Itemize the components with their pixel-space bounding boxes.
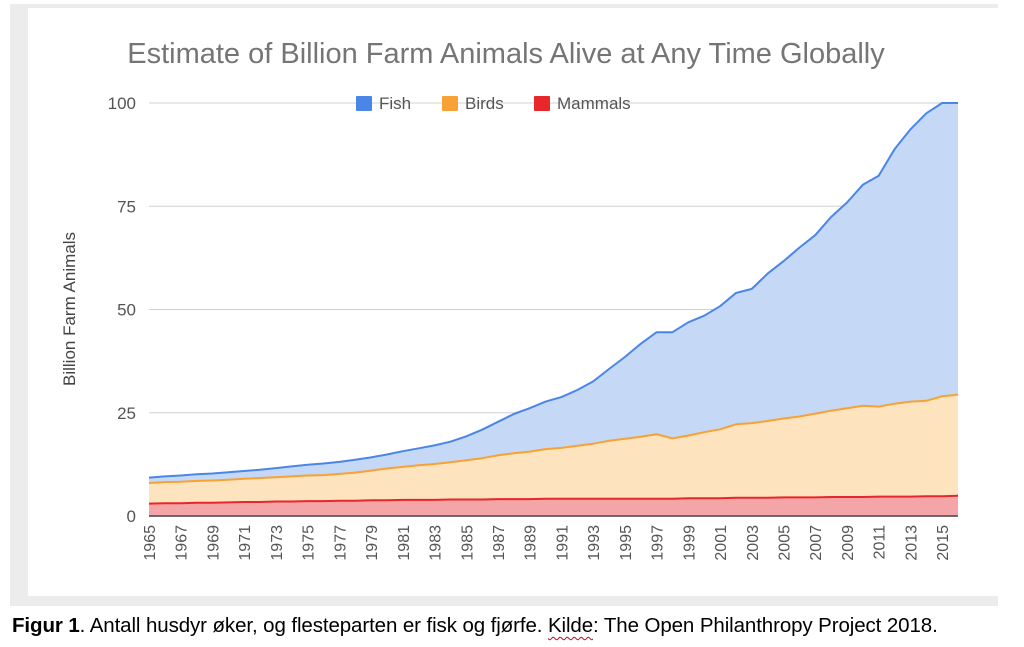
figure-caption: Figur 1. Antall husdyr øker, og flestepa… bbox=[12, 614, 938, 638]
x-tick-label-1981: 1981 bbox=[396, 525, 413, 561]
x-tick-label-1969: 1969 bbox=[205, 525, 222, 561]
legend-label-birds: Birds bbox=[465, 94, 504, 113]
legend-swatch-fish bbox=[356, 96, 372, 111]
y-tick-label-50: 50 bbox=[117, 301, 136, 320]
y-tick-label-0: 0 bbox=[127, 507, 136, 526]
x-tick-label-2015: 2015 bbox=[935, 525, 952, 561]
area-fish bbox=[149, 103, 958, 483]
x-tick-label-2005: 2005 bbox=[777, 525, 794, 561]
caption-label: Figur 1 bbox=[12, 614, 80, 637]
x-tick-label-1995: 1995 bbox=[618, 525, 635, 561]
y-tick-label-100: 100 bbox=[108, 94, 136, 113]
caption-text: . Antall husdyr øker, og flesteparten er… bbox=[79, 614, 548, 637]
caption-source: : The Open Philanthropy Project 2018. bbox=[593, 614, 938, 637]
x-tick-label-1991: 1991 bbox=[554, 525, 571, 561]
x-tick-label-2001: 2001 bbox=[713, 525, 730, 561]
caption-source-word: Kilde bbox=[547, 614, 594, 637]
x-tick-label-1977: 1977 bbox=[332, 525, 349, 561]
x-tick-label-1999: 1999 bbox=[681, 525, 698, 561]
x-tick-label-1973: 1973 bbox=[269, 525, 286, 561]
x-tick-label-2011: 2011 bbox=[872, 525, 889, 560]
x-tick-label-1987: 1987 bbox=[491, 525, 508, 561]
y-tick-label-75: 75 bbox=[117, 197, 136, 216]
x-tick-label-1983: 1983 bbox=[428, 525, 445, 561]
line-birds bbox=[148, 393, 959, 484]
chart-panel: Estimate of Billion Farm Animals Alive a… bbox=[28, 8, 998, 596]
y-tick-label-25: 25 bbox=[117, 404, 136, 423]
line-fish bbox=[148, 102, 958, 479]
legend-swatch-mammals bbox=[534, 96, 550, 111]
legend-label-fish: Fish bbox=[379, 94, 411, 113]
legend-swatch-birds bbox=[442, 96, 458, 111]
line-mammals bbox=[148, 494, 959, 505]
x-tick-label-1979: 1979 bbox=[364, 525, 381, 561]
x-tick-label-1989: 1989 bbox=[523, 525, 540, 561]
x-tick-label-2013: 2013 bbox=[903, 525, 920, 561]
x-tick-label-1967: 1967 bbox=[174, 525, 191, 561]
chart-title: Estimate of Billion Farm Animals Alive a… bbox=[127, 38, 885, 70]
x-tick-label-1975: 1975 bbox=[301, 525, 318, 561]
x-tick-label-1985: 1985 bbox=[459, 525, 476, 561]
x-tick-label-1971: 1971 bbox=[237, 525, 254, 561]
area-chart: Estimate of Billion Farm Animals Alive a… bbox=[60, 38, 959, 561]
y-axis-label: Billion Farm Animals bbox=[60, 232, 79, 386]
legend-label-mammals: Mammals bbox=[557, 94, 631, 113]
x-tick-label-1965: 1965 bbox=[142, 525, 159, 561]
x-tick-label-2009: 2009 bbox=[840, 525, 857, 561]
x-tick-label-1997: 1997 bbox=[650, 525, 667, 561]
x-tick-label-1993: 1993 bbox=[586, 525, 603, 561]
x-tick-label-2007: 2007 bbox=[808, 525, 825, 561]
x-tick-label-2003: 2003 bbox=[745, 525, 762, 561]
